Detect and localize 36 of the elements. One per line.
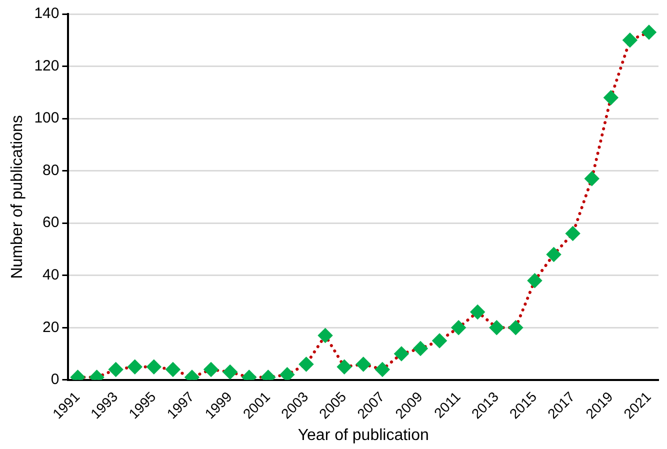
point [375,362,390,376]
point [642,25,656,40]
point [584,172,599,186]
point [223,365,238,380]
point [356,357,370,372]
y-tick-label: 0 [50,371,60,388]
point [470,304,485,319]
y-tick-label: 80 [42,162,60,179]
y-tick-label: 140 [34,5,60,22]
point [528,274,542,288]
point [337,360,352,374]
y-tick-label: 20 [42,318,60,336]
point [108,362,123,376]
point [490,320,504,335]
point [280,368,294,380]
point [166,362,180,376]
y-tick-label: 120 [34,57,60,74]
point [128,360,142,374]
point [508,320,523,335]
point [432,334,447,348]
point [146,360,161,374]
y-tick-label: 100 [34,110,60,127]
y-axis-title: Number of publications [9,115,26,279]
point [604,90,618,105]
point [204,362,218,376]
y-tick-label: 60 [42,214,60,232]
point [452,320,466,335]
point [318,328,332,342]
point [394,346,408,361]
x-axis-title: Year of publication [298,426,429,444]
point [566,226,580,241]
point [546,247,561,262]
y-tick-label: 40 [42,266,60,284]
point [299,357,314,372]
point [622,33,637,48]
point [413,342,428,356]
